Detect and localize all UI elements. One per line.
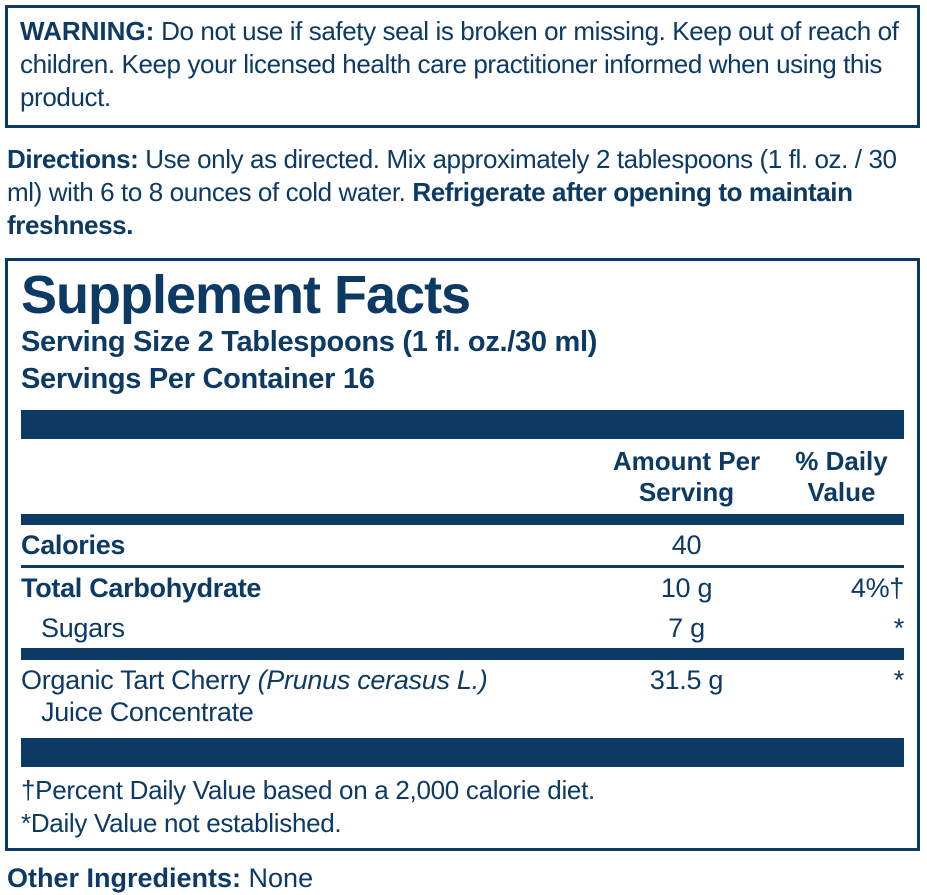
row-name: Calories (21, 530, 126, 560)
supplement-facts-title: Supplement Facts (21, 265, 471, 325)
row-daily-value: * (893, 613, 905, 643)
warning-box: WARNING: Do not use if safety seal is br… (5, 5, 920, 128)
dv-header-line2: Value (807, 477, 876, 507)
ingredient-name: Organic Tart Cherry (21, 665, 258, 695)
warning-label: WARNING: (20, 16, 155, 46)
amount-header-line1: Amount Per (612, 446, 761, 476)
daily-value-header: % Daily Value (779, 446, 904, 508)
row-amount: 10 g (660, 573, 713, 603)
row-daily-value: 4%† (850, 573, 904, 603)
amount-per-serving-header: Amount Per Serving (594, 446, 779, 508)
other-ingredients: Other Ingredients: None (7, 862, 918, 895)
divider-bar-top (21, 410, 904, 439)
divider-bar-header (21, 514, 904, 525)
footnote-not-established: *Daily Value not established. (21, 808, 342, 838)
column-headers: Amount Per Serving % Daily Value (21, 439, 904, 514)
table-row-tart-cherry: Organic Tart Cherry (Prunus cerasus L.) … (21, 660, 904, 732)
directions-paragraph: Directions: Use only as directed. Mix ap… (7, 143, 918, 242)
footnotes: †Percent Daily Value based on a 2,000 ca… (21, 767, 904, 840)
row-amount: 31.5 g (649, 665, 724, 695)
warning-text: Do not use if safety seal is broken or m… (20, 16, 899, 112)
footnote-daily-value: †Percent Daily Value based on a 2,000 ca… (21, 775, 595, 805)
ingredient-latin-name: (Prunus cerasus L.) (257, 665, 488, 695)
directions-text: Use only as directed. Mix approximately … (7, 144, 897, 207)
directions-label: Directions: (7, 144, 139, 174)
serving-size: Serving Size 2 Tablespoons (1 fl. oz./30… (21, 326, 598, 358)
table-row-total-carbohydrate: Total Carbohydrate 10 g 4%† (21, 568, 904, 608)
table-row-calories: Calories 40 (21, 525, 904, 565)
row-separator (21, 565, 904, 568)
amount-header-line2: Serving (638, 477, 735, 507)
other-ingredients-label: Other Ingredients: (7, 863, 242, 893)
row-daily-value: * (893, 665, 905, 695)
ingredient-name-line2: Juice Concentrate (41, 697, 254, 727)
directions-bold-text: Refrigerate after opening to maintain fr… (7, 177, 853, 240)
row-name: Organic Tart Cherry (Prunus cerasus L.) … (21, 664, 594, 728)
supplement-facts-panel: Supplement Facts Serving Size 2 Tablespo… (5, 258, 920, 851)
row-amount: 40 (671, 530, 702, 560)
other-ingredients-value: None (248, 863, 314, 893)
row-name: Sugars (41, 613, 125, 643)
divider-bar-mid (21, 648, 904, 660)
row-amount: 7 g (668, 613, 705, 643)
divider-bar-bottom (21, 738, 904, 767)
row-name: Total Carbohydrate (21, 573, 262, 603)
table-row-sugars: Sugars 7 g * (21, 608, 904, 648)
servings-per-container: Servings Per Container 16 (21, 363, 375, 395)
dv-header-line1: % Daily (795, 446, 888, 476)
